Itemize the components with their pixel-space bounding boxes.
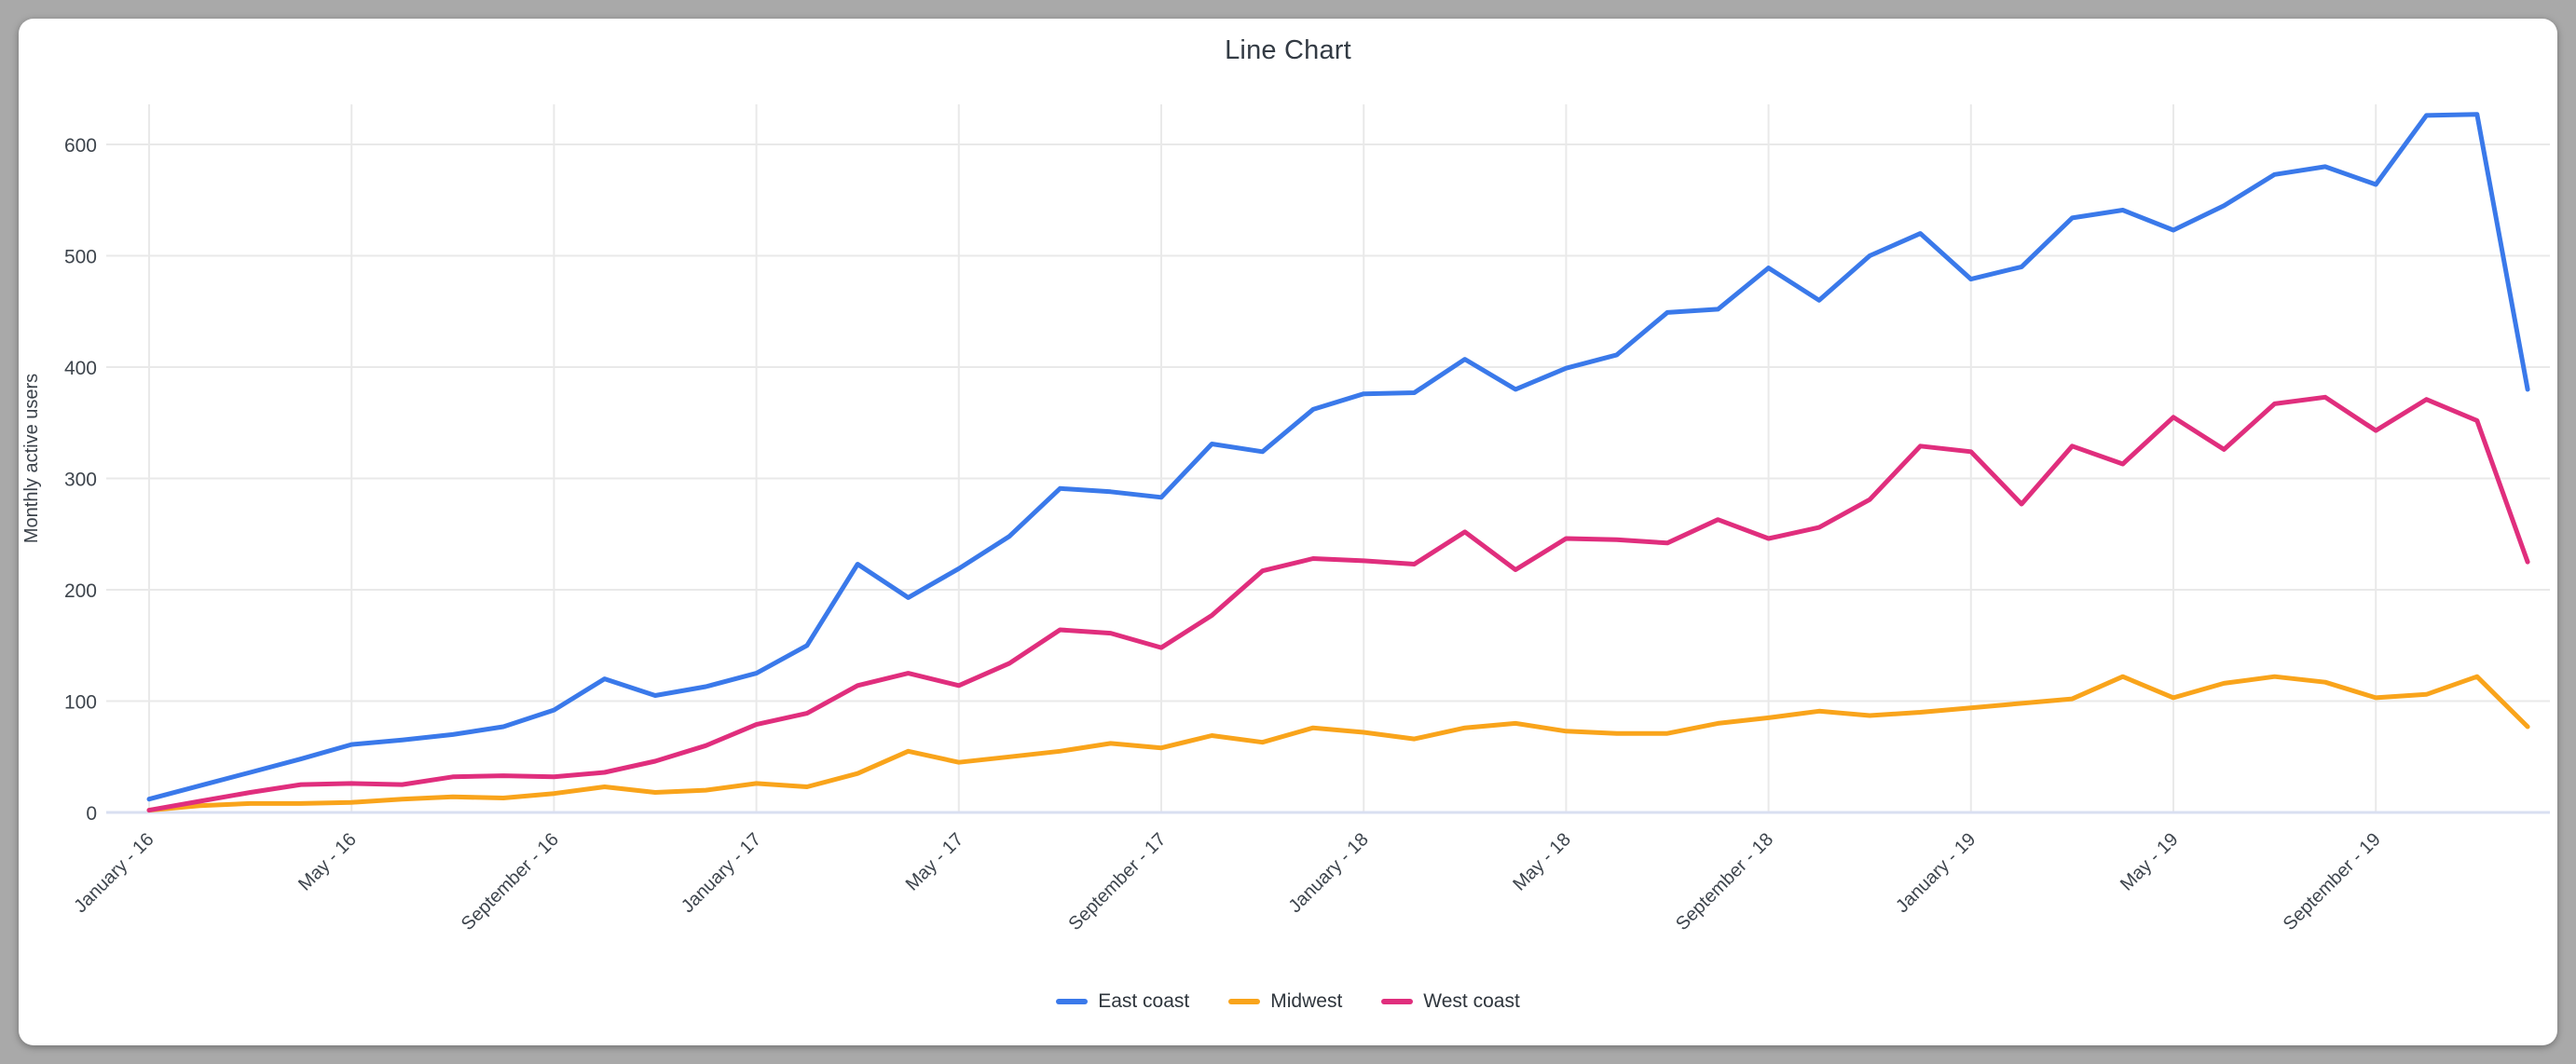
x-tick-label: September - 17 xyxy=(1064,829,1170,934)
legend-label: Midwest xyxy=(1270,990,1343,1012)
legend-item-east-coast[interactable]: East coast xyxy=(1056,990,1189,1013)
x-tick-label: September - 16 xyxy=(458,829,563,934)
chart-card xyxy=(19,19,2557,1045)
y-axis-title: Monthly active users xyxy=(21,374,42,543)
y-tick-label: 600 xyxy=(64,135,97,157)
y-tick-label: 200 xyxy=(64,580,97,602)
y-tick-label: 400 xyxy=(64,358,97,379)
x-tick-label: January - 16 xyxy=(70,829,158,917)
legend-item-west-coast[interactable]: West coast xyxy=(1381,990,1520,1013)
x-tick-label: May - 16 xyxy=(295,829,361,895)
legend-label: East coast xyxy=(1098,990,1190,1012)
x-tick-label: January - 19 xyxy=(1892,829,1980,917)
x-tick-label: May - 19 xyxy=(2117,829,2183,895)
legend-swatch-midwest xyxy=(1228,999,1261,1004)
series-line-midwest xyxy=(146,674,2530,813)
chart-title: Line Chart xyxy=(1225,35,1351,65)
x-tick-label: September - 18 xyxy=(1672,829,1777,934)
x-tick-label: January - 18 xyxy=(1285,829,1373,917)
x-tick-label: September - 19 xyxy=(2280,829,2385,934)
legend-item-midwest[interactable]: Midwest xyxy=(1228,990,1342,1013)
x-tick-label: May - 17 xyxy=(902,829,968,895)
chart-legend: East coast Midwest West coast xyxy=(0,987,2576,1016)
y-tick-label: 0 xyxy=(86,803,97,825)
x-tick-label: May - 18 xyxy=(1509,829,1575,895)
y-tick-label: 100 xyxy=(64,692,97,714)
series-line-west-coast xyxy=(146,394,2530,813)
y-tick-label: 300 xyxy=(64,470,97,491)
x-tick-label: January - 17 xyxy=(678,829,765,917)
legend-swatch-west-coast xyxy=(1381,999,1414,1004)
series-line-east-coast xyxy=(146,112,2530,802)
legend-swatch-east-coast xyxy=(1056,999,1089,1004)
y-tick-label: 500 xyxy=(64,247,97,268)
legend-label: West coast xyxy=(1423,990,1520,1012)
